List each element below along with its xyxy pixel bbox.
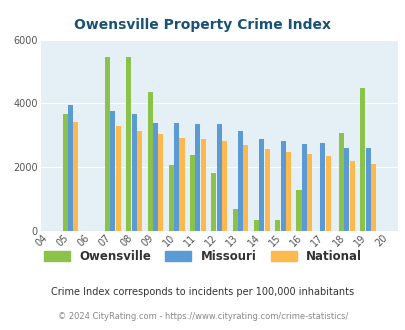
Bar <box>296 190 301 231</box>
Bar <box>147 92 152 231</box>
Text: © 2024 CityRating.com - https://www.cityrating.com/crime-statistics/: © 2024 CityRating.com - https://www.city… <box>58 312 347 321</box>
Bar <box>110 111 115 231</box>
Bar <box>115 126 120 231</box>
Text: Owensville Property Crime Index: Owensville Property Crime Index <box>74 18 331 32</box>
Bar <box>306 154 311 231</box>
Bar <box>131 114 136 231</box>
Bar <box>338 133 343 231</box>
Bar <box>243 145 248 231</box>
Bar <box>105 57 110 231</box>
Bar <box>320 143 325 231</box>
Bar <box>275 219 279 231</box>
Legend: Owensville, Missouri, National: Owensville, Missouri, National <box>39 245 366 268</box>
Bar <box>301 144 306 231</box>
Bar <box>359 88 364 231</box>
Bar <box>179 138 184 231</box>
Bar <box>285 152 290 231</box>
Bar <box>158 134 163 231</box>
Bar <box>62 114 67 231</box>
Bar <box>136 131 142 231</box>
Bar <box>237 131 243 231</box>
Bar <box>280 141 285 231</box>
Bar <box>349 161 354 231</box>
Bar <box>195 124 200 231</box>
Bar <box>253 219 258 231</box>
Bar <box>364 148 370 231</box>
Bar <box>325 156 330 231</box>
Bar <box>73 122 78 231</box>
Bar <box>68 105 73 231</box>
Bar <box>174 123 179 231</box>
Bar <box>216 124 221 231</box>
Bar <box>126 57 131 231</box>
Bar <box>264 149 269 231</box>
Bar <box>343 148 349 231</box>
Bar <box>259 139 264 231</box>
Bar <box>232 209 237 231</box>
Bar <box>211 173 216 231</box>
Bar <box>190 155 195 231</box>
Bar <box>200 140 205 231</box>
Bar <box>168 165 173 231</box>
Bar <box>370 164 375 231</box>
Bar <box>222 141 226 231</box>
Text: Crime Index corresponds to incidents per 100,000 inhabitants: Crime Index corresponds to incidents per… <box>51 287 354 297</box>
Bar <box>153 123 158 231</box>
